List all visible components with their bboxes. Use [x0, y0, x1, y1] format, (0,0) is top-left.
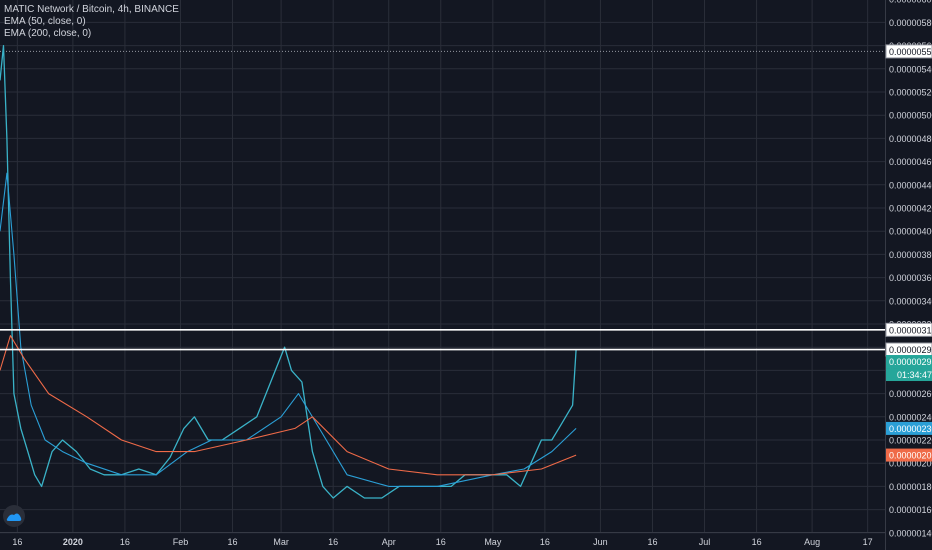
dotted-level-badge-bg — [885, 44, 932, 59]
tradingview-logo-icon — [3, 505, 25, 527]
y-tick-label: 0.00000540 — [889, 64, 932, 74]
ema-price-badge-bg — [886, 421, 932, 435]
ema-price-badge-bg — [886, 448, 932, 462]
y-tick-label: 0.00000360 — [889, 273, 932, 283]
x-tick-label: Aug — [804, 537, 820, 547]
y-tick-label: 0.00000480 — [889, 134, 932, 144]
x-tick-label: 16 — [647, 537, 657, 547]
level-badge-text: 0.00000315 — [889, 325, 932, 335]
x-tick-label: May — [484, 537, 502, 547]
x-tick-label: Mar — [273, 537, 289, 547]
y-tick-label: 0.00000600 — [889, 0, 932, 5]
countdown-badge-bg — [886, 368, 932, 382]
y-tick-label: 0.00000520 — [889, 88, 932, 98]
dotted-level-badge-text: 0.00000555 — [889, 47, 932, 57]
y-tick-label: 0.00000220 — [889, 436, 932, 446]
x-tick-label: Jun — [593, 537, 608, 547]
ema-price-badge-text: 0.00000207 — [889, 451, 932, 461]
current-price-badge-bg — [886, 355, 932, 369]
y-tick-label: 0.00000440 — [889, 180, 932, 190]
y-tick-label: 0.00000340 — [889, 296, 932, 306]
y-tick-label: 0.00000460 — [889, 157, 932, 167]
x-tick-label: 16 — [12, 537, 22, 547]
y-tick-label: 0.00000400 — [889, 227, 932, 237]
x-tick-label: 16 — [120, 537, 130, 547]
legend-title: MATIC Network / Bitcoin, 4h, BINANCE — [4, 4, 179, 15]
x-tick-label: 16 — [228, 537, 238, 547]
y-tick-label: 0.00000420 — [889, 204, 932, 214]
level-badge-bg — [885, 322, 932, 337]
series-line-2 — [0, 335, 577, 476]
series-line-0 — [0, 44, 577, 499]
x-tick-label: Apr — [382, 537, 396, 547]
x-tick-label: 16 — [436, 537, 446, 547]
legend-ema200: EMA (200, close, 0) — [4, 28, 92, 39]
legend-ema50: EMA (50, close, 0) — [4, 16, 86, 27]
y-tick-label: 0.00000160 — [889, 505, 932, 515]
x-tick-label: Jul — [699, 537, 711, 547]
y-tick-label: 0.00000580 — [889, 18, 932, 28]
y-tick-label: 0.00000140 — [889, 528, 932, 538]
y-tick-label: 0.00000240 — [889, 412, 932, 422]
ema-price-badge-text: 0.00000230 — [889, 424, 932, 434]
chart-legend: MATIC Network / Bitcoin, 4h, BINANCE EMA… — [4, 4, 179, 40]
countdown-text: 01:34:47 — [897, 370, 932, 380]
y-tick-label: 0.00000200 — [889, 459, 932, 469]
y-tick-label: 0.00000500 — [889, 111, 932, 121]
y-tick-label: 0.00000260 — [889, 389, 932, 399]
x-tick-label: 17 — [863, 537, 873, 547]
y-tick-label: 0.00000380 — [889, 250, 932, 260]
series-line-1 — [0, 172, 577, 487]
x-tick-label: 16 — [540, 537, 550, 547]
x-tick-label: 16 — [328, 537, 338, 547]
y-tick-label: 0.00000180 — [889, 482, 932, 492]
current-price-badge-text: 0.00000298 — [889, 357, 932, 367]
x-tick-label: 16 — [752, 537, 762, 547]
x-tick-label: Feb — [173, 537, 189, 547]
x-tick-label: 2020 — [63, 537, 83, 547]
level-badge-text: 0.00000298 — [889, 345, 932, 355]
